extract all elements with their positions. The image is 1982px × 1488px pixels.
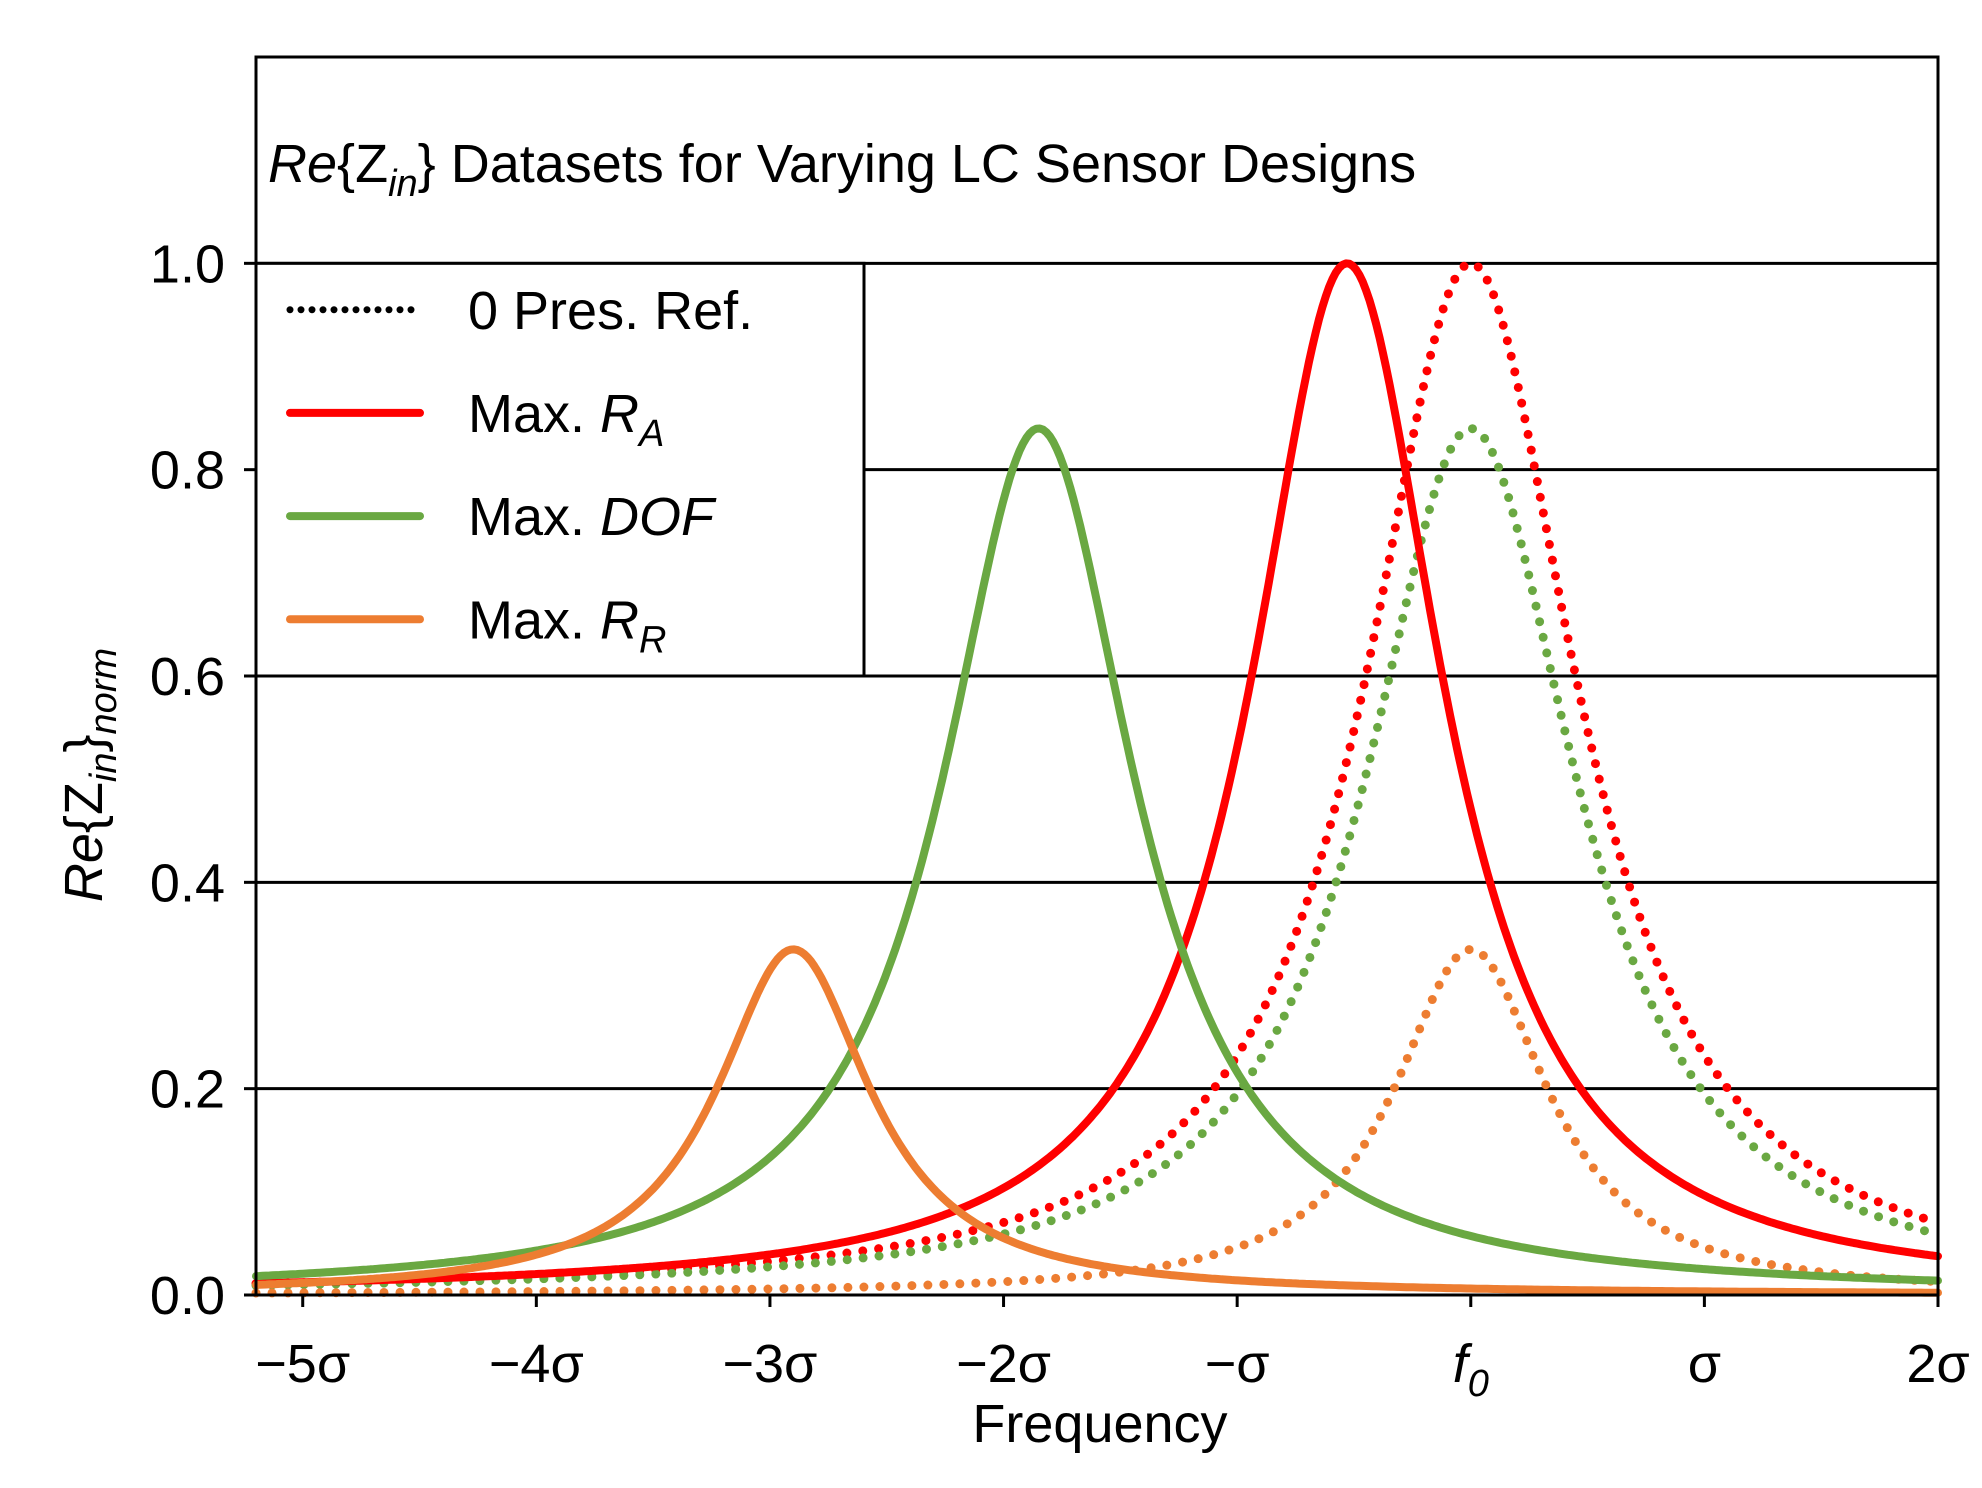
y-axis-label: Re{Zin}norm	[54, 648, 125, 902]
series-line-2	[251, 944, 1943, 1298]
x-tick-label--2: −2σ	[956, 1334, 1051, 1394]
series-line-3	[252, 259, 1942, 1288]
x-tick-label-0: f0	[1453, 1334, 1489, 1405]
legend-label-3: Max. RR	[468, 590, 666, 661]
series-line-1	[251, 423, 1943, 1290]
legend-label-2: Max. DOF	[468, 487, 717, 547]
y-tick-label-0.2: 0.2	[150, 1060, 225, 1120]
legend-label-0: 0 Pres. Ref.	[468, 281, 753, 341]
series-lines	[251, 258, 1943, 1298]
y-tick-label-0.4: 0.4	[150, 853, 225, 913]
series-line-0	[251, 258, 1943, 1289]
x-tick-label--5: −5σ	[255, 1334, 350, 1394]
y-tick-label-0: 0.0	[150, 1266, 225, 1326]
x-tick-label-1: σ	[1688, 1334, 1721, 1394]
x-axis-label: Frequency	[972, 1394, 1227, 1454]
y-tick-label-1: 1.0	[150, 234, 225, 294]
x-tick-label-2: 2σ	[1906, 1334, 1969, 1394]
y-tick-label-0.6: 0.6	[150, 647, 225, 707]
plot-frame	[254, 55, 1940, 1297]
series-line-5	[252, 945, 1942, 1297]
axis-ticks: 0.0 0.2 0.4 0.6 0.8 1.0 −5σ −4σ −3σ −2σ −σ f0 σ 2σ	[150, 234, 1970, 1405]
x-tick-label--3: −3σ	[722, 1334, 817, 1394]
y-tick-label-0.8: 0.8	[150, 441, 225, 501]
chart-title: Re{Zin} Datasets for Varying LC Sensor D…	[268, 134, 1416, 205]
x-tick-label--4: −4σ	[489, 1334, 584, 1394]
x-tick-label--1: −σ	[1205, 1334, 1270, 1394]
legend-label-1: Max. RA	[468, 384, 664, 455]
legend: 0 Pres. Ref. Max. RA Max. DOF Max. RR	[254, 261, 866, 678]
